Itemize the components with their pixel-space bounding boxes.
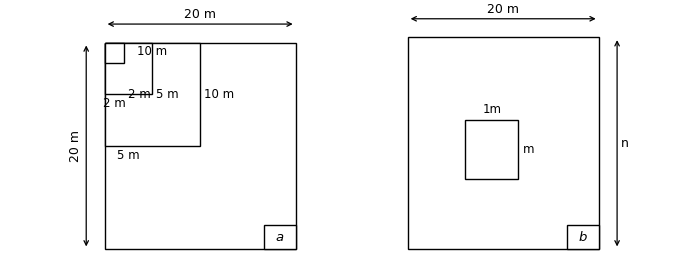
Text: m: m: [523, 143, 534, 156]
Bar: [105, 43, 124, 63]
Bar: [465, 120, 518, 179]
Text: 5 m: 5 m: [118, 148, 140, 162]
Text: 1m: 1m: [482, 103, 501, 116]
Text: 10 m: 10 m: [204, 88, 235, 101]
Text: 2 m: 2 m: [103, 97, 126, 110]
Text: 10 m: 10 m: [137, 45, 168, 58]
Text: a: a: [276, 231, 284, 244]
Text: 5 m: 5 m: [156, 88, 179, 101]
Text: b: b: [579, 231, 587, 244]
Bar: [264, 225, 295, 249]
Bar: [105, 43, 200, 146]
Text: 20 m: 20 m: [184, 8, 216, 22]
Text: 2 m: 2 m: [128, 88, 151, 101]
Bar: [566, 225, 598, 249]
Bar: [105, 43, 153, 94]
Bar: [105, 43, 295, 249]
Text: 20 m: 20 m: [487, 3, 519, 16]
Bar: [408, 37, 598, 249]
Text: 20 m: 20 m: [69, 130, 82, 162]
Text: n: n: [621, 137, 629, 150]
